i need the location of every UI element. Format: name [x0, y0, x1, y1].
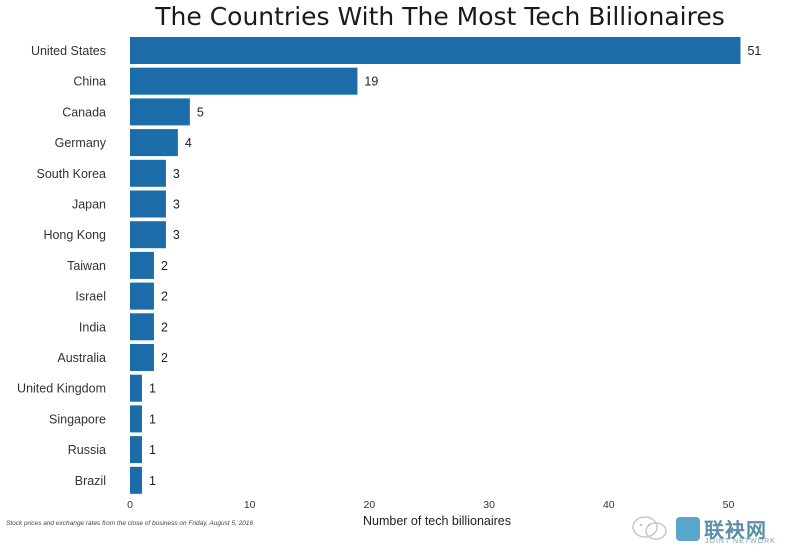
source-footnote: Stock prices and exchange rates from the… — [6, 520, 254, 527]
category-label-israel: Israel — [75, 290, 106, 304]
value-label-india: 2 — [161, 320, 168, 334]
value-label-china: 19 — [364, 75, 378, 89]
x-axis-label: Number of tech billionaires — [363, 514, 511, 528]
value-label-australia: 2 — [161, 351, 168, 365]
category-label-india: India — [79, 320, 106, 334]
bar-india — [130, 313, 154, 341]
x-tick-label: 0 — [127, 499, 133, 511]
category-label-australia: Australia — [57, 351, 106, 365]
bar-israel — [130, 282, 154, 310]
category-label-japan: Japan — [72, 198, 106, 212]
bar-germany — [130, 129, 178, 157]
bar-brazil — [130, 466, 142, 494]
category-label-brazil: Brazil — [75, 474, 106, 488]
bar-taiwan — [130, 251, 154, 279]
value-label-united-kingdom: 1 — [149, 382, 156, 396]
value-label-germany: 4 — [185, 136, 192, 150]
value-label-singapore: 1 — [149, 412, 156, 426]
value-label-united-states: 51 — [747, 44, 761, 58]
x-tick-label: 10 — [244, 499, 256, 511]
bar-united-states — [130, 37, 741, 64]
x-tick-label: 50 — [723, 499, 735, 511]
category-labels: United States China Canada Germany South Kor… — [17, 44, 107, 488]
category-label-south-korea: South Korea — [37, 167, 107, 181]
x-tick-label: 20 — [364, 499, 376, 511]
bar-canada — [130, 98, 190, 126]
bar-south-korea — [130, 159, 166, 187]
x-axis-ticks: 0 10 20 30 40 50 — [127, 499, 734, 511]
category-label-china: China — [73, 75, 106, 89]
category-label-canada: Canada — [62, 105, 106, 119]
bar-singapore — [130, 405, 142, 433]
value-label-russia: 1 — [149, 443, 156, 457]
value-labels: 51 19 5 4 3 3 3 2 2 2 2 1 1 1 1 — [149, 44, 761, 488]
value-label-taiwan: 2 — [161, 259, 168, 273]
bar-japan — [130, 190, 166, 218]
watermark-logo — [676, 517, 700, 541]
category-label-united-kingdom: United Kingdom — [17, 382, 106, 396]
category-label-taiwan: Taiwan — [67, 259, 106, 273]
watermark: 联袂网 JOINT NETWORK — [620, 495, 790, 551]
bar-united-kingdom — [130, 374, 142, 402]
watermark-name: 联袂网 — [704, 520, 767, 542]
value-label-brazil: 1 — [149, 474, 156, 488]
bar-australia — [130, 344, 154, 371]
value-label-canada: 5 — [197, 105, 204, 119]
value-label-hong-kong: 3 — [173, 228, 180, 242]
value-label-south-korea: 3 — [173, 167, 180, 181]
wechat-icon — [632, 516, 667, 540]
category-label-singapore: Singapore — [49, 412, 106, 426]
bar-china — [130, 67, 358, 95]
bar-russia — [130, 436, 142, 464]
category-label-united-states: United States — [31, 44, 106, 58]
category-label-germany: Germany — [55, 136, 107, 150]
x-tick-label: 30 — [483, 499, 495, 511]
watermark-subtitle: JOINT NETWORK — [705, 538, 776, 545]
bars-group — [130, 37, 741, 494]
bar-hong-kong — [130, 221, 166, 249]
category-label-russia: Russia — [68, 443, 106, 457]
category-label-hong-kong: Hong Kong — [43, 228, 106, 242]
chart-title: The Countries With The Most Tech Billion… — [155, 2, 725, 31]
x-tick-label: 40 — [603, 499, 615, 511]
value-label-israel: 2 — [161, 290, 168, 304]
value-label-japan: 3 — [173, 198, 180, 212]
